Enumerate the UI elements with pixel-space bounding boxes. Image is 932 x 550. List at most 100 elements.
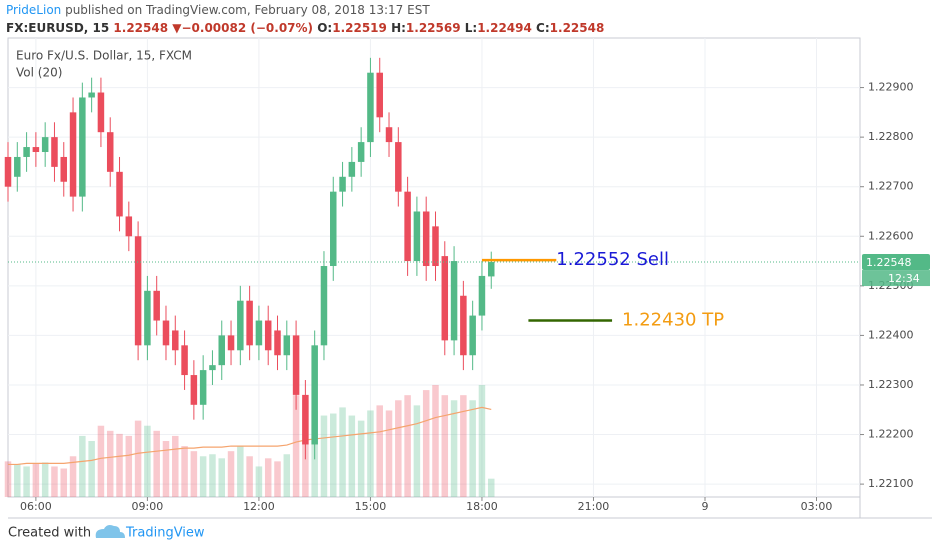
x-tick-label: 18:00 xyxy=(466,500,498,513)
grid: 1.221001.222001.223001.224001.225001.226… xyxy=(8,38,914,513)
volume-bar xyxy=(60,468,68,497)
candle-body xyxy=(246,300,253,346)
legend-title: Euro Fx/U.S. Dollar, 15, FXCM xyxy=(16,49,192,63)
volume-bar xyxy=(32,463,40,497)
low: 1.22494 xyxy=(477,21,532,35)
volume-bar xyxy=(487,478,495,497)
candle-body xyxy=(302,394,309,445)
volume-bar xyxy=(218,458,225,497)
candle-body xyxy=(190,375,198,405)
candle-body xyxy=(422,211,430,267)
footer-brand[interactable]: TradingView xyxy=(125,526,205,541)
volume-bar xyxy=(79,435,86,497)
volume-bar xyxy=(339,407,346,497)
volume-bar xyxy=(385,410,393,497)
countdown-box xyxy=(862,270,930,287)
volume-bar xyxy=(274,461,281,497)
volume-bar xyxy=(450,400,458,497)
candle-body xyxy=(14,156,21,177)
author[interactable]: PrideLion xyxy=(6,3,61,17)
candle-body xyxy=(209,365,216,371)
candle-body xyxy=(487,262,495,277)
candle-body xyxy=(227,335,235,351)
x-tick-label: 03:00 xyxy=(801,500,833,513)
y-tick-label: 1.22100 xyxy=(868,477,914,490)
volume-bar xyxy=(330,413,337,497)
candle-body xyxy=(478,275,486,316)
x-tick-label: 09:00 xyxy=(132,500,164,513)
volume-bar xyxy=(88,441,95,497)
candle-body xyxy=(125,216,133,237)
volume-bar xyxy=(348,415,356,497)
volume-ma xyxy=(8,406,492,466)
candle-body xyxy=(385,127,393,143)
last-price-box xyxy=(862,254,930,271)
volume-bar xyxy=(190,451,198,497)
candle-body xyxy=(51,137,58,167)
volume-bar xyxy=(264,458,272,497)
h-label: H: xyxy=(391,21,406,35)
volume-bar xyxy=(106,430,114,497)
candle-body xyxy=(274,330,281,356)
candle-body xyxy=(320,266,328,346)
candle-body xyxy=(88,92,95,98)
volume-bar xyxy=(116,433,123,497)
last-price-label: 1.22548 xyxy=(866,256,912,269)
footer-created: Created with xyxy=(8,526,91,541)
change: −0.00082 (−0.07%) xyxy=(181,21,313,35)
volume-bar xyxy=(69,456,77,497)
y-tick-label: 1.22200 xyxy=(868,428,914,441)
legend-indicator: Vol (20) xyxy=(16,66,62,80)
y-tick-label: 1.22600 xyxy=(868,229,914,242)
candle-body xyxy=(367,72,374,143)
candle-body xyxy=(339,176,346,192)
y-tick-label: 1.22300 xyxy=(868,378,914,391)
volume-bar xyxy=(469,400,476,497)
volume-bar xyxy=(134,420,142,497)
candle-body xyxy=(441,256,449,341)
volume-bar xyxy=(125,435,133,497)
candle-body xyxy=(41,137,49,153)
candle-body xyxy=(79,97,86,197)
candle-body xyxy=(23,147,30,157)
header-line: PrideLion published on TradingView.com, … xyxy=(6,3,430,17)
volume-bar xyxy=(292,395,300,497)
volume-bar xyxy=(413,405,421,497)
candle-body xyxy=(376,72,383,118)
volume-bar xyxy=(199,456,207,497)
y-tick-label: 1.22900 xyxy=(868,81,914,94)
logo[interactable] xyxy=(95,525,125,538)
c-label: C: xyxy=(536,21,550,35)
candle-body xyxy=(144,290,151,346)
volume-bar xyxy=(97,425,105,497)
countdown: 12:34 xyxy=(888,272,920,285)
candle-body xyxy=(460,295,467,356)
volume-bar xyxy=(41,462,49,497)
volume-bar xyxy=(283,454,291,497)
o-label: O: xyxy=(317,21,332,35)
l-label: L: xyxy=(465,21,477,35)
candle-body xyxy=(134,236,142,346)
volume-bar xyxy=(172,435,179,497)
candle-body xyxy=(283,335,291,356)
candle-body xyxy=(469,315,476,356)
candle-body xyxy=(153,290,160,321)
volume-bar xyxy=(4,461,12,497)
last: 1.22548 xyxy=(113,21,168,35)
candle-body xyxy=(199,370,207,405)
volume-bar xyxy=(237,446,244,497)
volume-bar xyxy=(162,441,170,497)
candle-body xyxy=(311,345,318,445)
candle-body xyxy=(413,211,421,262)
annotation-text: 1.22430 TP xyxy=(622,310,724,331)
volume-bar xyxy=(227,451,235,497)
candle-body xyxy=(264,320,272,351)
candle-body xyxy=(106,132,114,172)
arrow: ▼ xyxy=(172,21,182,35)
volume-bar xyxy=(422,390,430,497)
candle-body xyxy=(69,112,77,197)
y-tick-label: 1.22700 xyxy=(868,180,914,193)
candles xyxy=(4,57,495,460)
